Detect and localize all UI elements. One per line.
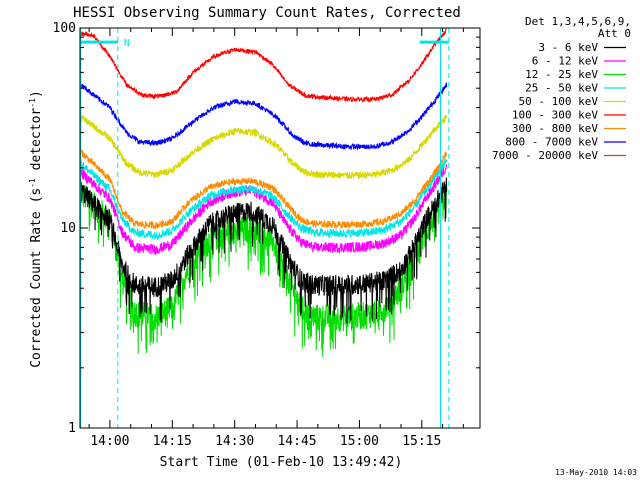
legend-label-5: 100 - 300 keV [512,109,598,122]
y-axis-label-main: Corrected Count Rate (s [29,188,44,368]
x-tick-label-0: 14:00 [90,434,129,449]
flag-label-0: N [124,38,130,49]
series-line-25-50-kev [80,158,448,242]
y-axis-label-sup1: -1 [28,178,37,188]
x-tick-label-4: 15:00 [340,434,379,449]
y-axis-label-mid: detector [29,108,44,179]
y-axis-label: Corrected Count Rate (s-1 detector-1) [28,90,44,368]
series-layer [80,27,448,358]
legend-label-7: 800 - 7000 keV [505,136,598,149]
legend-label-0: 3 - 6 keV [538,41,598,54]
legend-label-6: 300 - 800 keV [512,122,598,135]
legend-label-8: 7000 - 20000 keV [492,149,598,162]
series-line-300-800-kev [80,149,448,230]
legend-header-line2: Att 0 [598,27,631,40]
chart-title: HESSI Observing Summary Count Rates, Cor… [73,5,461,21]
x-tick-label-5: 15:15 [402,434,441,449]
series-line-50-100-kev [80,114,448,180]
y-axis: 1 10 100 [53,21,480,436]
x-axis-label: Start Time (01-Feb-10 13:49:42) [160,455,403,470]
timestamp: 13-May-2010 14:03 [555,468,637,477]
legend-label-2: 12 - 25 keV [525,68,598,81]
x-tick-label-1: 14:15 [153,434,192,449]
x-tick-label-2: 14:30 [215,434,254,449]
series-line-3-6-kev [80,177,448,324]
x-tick-label-3: 14:45 [277,434,316,449]
y-tick-label-2: 100 [53,21,76,36]
legend-label-3: 25 - 50 keV [525,82,598,95]
plot-area: N 1 10 100 14:00 14:15 14:30 14:45 15:00 15:15 [53,21,481,449]
flag-bar-1 [419,40,449,44]
x-axis: 14:00 14:15 14:30 14:45 15:00 15:15 [88,28,464,449]
flag-bar-0 [80,40,118,44]
y-tick-label-0: 1 [68,421,76,436]
legend-header-line1: Det 1,3,4,5,6,9, [525,15,631,28]
series-line-6-12-kev [80,164,448,256]
legend-label-1: 6 - 12 keV [532,55,599,68]
y-axis-label-sup2: -1 [28,98,37,108]
plot-frame [79,27,481,429]
legend-label-4: 50 - 100 keV [519,95,599,108]
series-line-100-300-kev [80,27,447,104]
y-axis-label-end: ) [29,90,44,98]
y-tick-label-1: 10 [60,221,76,236]
series-line-800-7000-kev [80,82,448,151]
